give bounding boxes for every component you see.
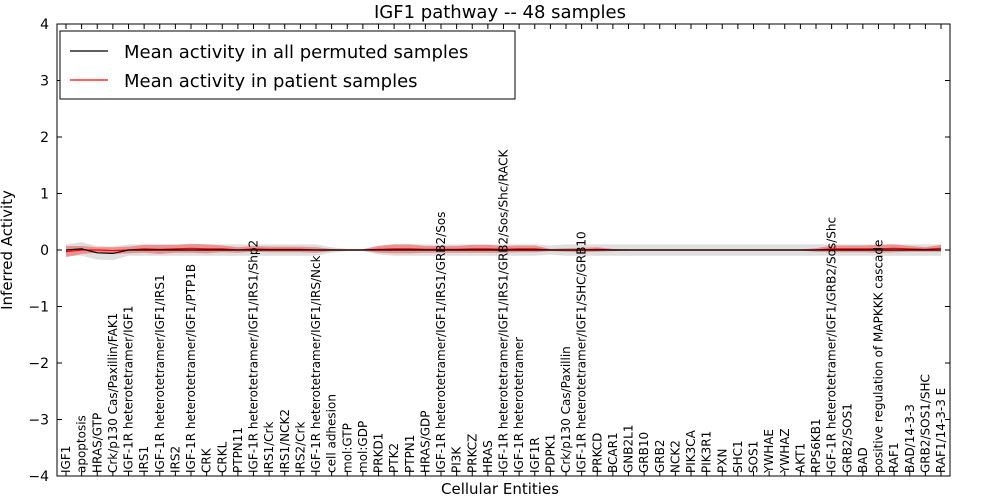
category-label: IRS2 bbox=[168, 446, 182, 473]
lines-layer bbox=[65, 247, 942, 255]
y-tick-label: −1 bbox=[28, 300, 49, 316]
legend-box bbox=[59, 30, 516, 100]
plot-frame bbox=[56, 23, 951, 477]
category-label: PIK3R1 bbox=[700, 431, 714, 473]
y-tick-label: 3 bbox=[40, 74, 49, 90]
y-tick-label: −4 bbox=[28, 469, 49, 485]
category-label: IRS2/Crk bbox=[293, 422, 307, 473]
x-ticks bbox=[65, 24, 942, 476]
legend-label-permuted: Mean activity in all permuted samples bbox=[124, 42, 468, 63]
category-label: PI3K bbox=[450, 446, 464, 473]
category-label: Crk/p130 Cas/Paxillin bbox=[559, 346, 573, 473]
category-label: CRK bbox=[200, 447, 214, 473]
category-label: positive regulation of MAPKKK cascade bbox=[872, 240, 886, 473]
line-series-0 bbox=[65, 248, 941, 255]
category-label: SHC1 bbox=[731, 440, 745, 473]
category-label: mol:GDP bbox=[356, 421, 370, 473]
band-series-0 bbox=[66, 242, 941, 261]
category-label: IGF-1R heterotetramer/IGF1/SHC/GRB10 bbox=[575, 231, 589, 473]
category-label: PRKD1 bbox=[372, 433, 386, 473]
category-label: RAF1/14-3-3 E bbox=[934, 388, 948, 473]
category-label: IGF-1R heterotetramer/IGF1/IRS1 bbox=[153, 274, 167, 473]
category-label: RAF1 bbox=[887, 442, 901, 473]
y-tick-label: −3 bbox=[28, 413, 49, 429]
category-label: YWHAE bbox=[762, 429, 776, 474]
category-label: PTPN11 bbox=[231, 427, 245, 473]
category-label: CRKL bbox=[215, 441, 229, 473]
category-label: IGF-1R heterotetramer/IGF1/IRS/Nck bbox=[309, 255, 323, 473]
category-label: AKT1 bbox=[793, 443, 807, 473]
legend-label-patient: Mean activity in patient samples bbox=[124, 71, 418, 92]
legend: Mean activity in all permuted samples Me… bbox=[59, 30, 516, 100]
category-label: BCAR1 bbox=[606, 432, 620, 473]
category-label: GRB2/SOS1/SHC bbox=[918, 374, 932, 473]
category-label: cell adhesion bbox=[325, 394, 339, 473]
category-label: GNB2L1 bbox=[622, 425, 636, 473]
y-axis-label: Inferred Activity bbox=[0, 190, 16, 310]
category-label: IGF-1R heterotetramer/IGF1/GRB2/Sos/Shc bbox=[825, 217, 839, 473]
category-label: PRKCD bbox=[590, 433, 604, 473]
category-label: Crk/p130 Cas/Paxillin/FAK1 bbox=[106, 313, 120, 473]
chart-title: IGF1 pathway -- 48 samples bbox=[374, 2, 626, 23]
category-label: RPS6KB1 bbox=[809, 418, 823, 473]
category-label: IRS1/Crk bbox=[262, 422, 276, 473]
category-label: GRB10 bbox=[637, 432, 651, 473]
category-label: HRAS bbox=[481, 440, 495, 473]
category-label: HRAS/GDP bbox=[418, 410, 432, 473]
category-label: PTK2 bbox=[387, 443, 401, 473]
category-label: IRS1/NCK2 bbox=[278, 409, 292, 473]
category-label: GRB2/SOS1 bbox=[840, 403, 854, 473]
y-tick-label: 1 bbox=[40, 187, 49, 203]
category-label: PTPN1 bbox=[403, 435, 417, 473]
category-label: PIK3CA bbox=[684, 429, 698, 473]
category-label: IGF-1R heterotetramer/IGF1 bbox=[122, 306, 136, 473]
category-label: IRS1 bbox=[137, 446, 151, 473]
x-axis-label: Cellular Entities bbox=[441, 480, 559, 498]
category-label: YWHAZ bbox=[778, 428, 792, 474]
category-label: PRKCZ bbox=[465, 434, 479, 473]
category-label: IGF1R bbox=[528, 437, 542, 473]
y-tick-label: 2 bbox=[40, 130, 49, 146]
category-label: apoptosis bbox=[75, 415, 89, 473]
category-label: BAD/14-3-3 bbox=[903, 404, 917, 473]
y-tick-label: 0 bbox=[40, 243, 49, 259]
category-label: HRAS/GTP bbox=[90, 413, 104, 473]
y-ticks: −4 −3 −2 −1 0 1 2 3 4 bbox=[28, 17, 950, 485]
category-label: PXN bbox=[715, 449, 729, 473]
category-label: mol:GTP bbox=[340, 423, 354, 473]
category-label: IGF1 bbox=[59, 446, 73, 473]
category-label: BAD bbox=[856, 447, 870, 473]
category-label: IGF-1R heterotetramer bbox=[512, 337, 526, 473]
category-label: IGF-1R heterotetramer/IGF1/IRS1/GRB2/Sos… bbox=[497, 148, 511, 473]
category-label: PDPK1 bbox=[543, 434, 557, 473]
category-label: IGF-1R heterotetramer/IGF1/IRS1/Shp2 bbox=[247, 240, 261, 473]
category-label: IGF-1R heterotetramer/IGF1/IRS1/GRB2/Sos bbox=[434, 212, 448, 473]
category-label: IGF-1R heterotetramer/IGF1/PTP1B bbox=[184, 264, 198, 473]
category-label: NCK2 bbox=[668, 440, 682, 473]
category-labels: IGF1 apoptosis HRAS/GTP Crk/p130 Cas/Paxill… bbox=[59, 148, 948, 474]
y-tick-label: −2 bbox=[28, 356, 49, 372]
category-label: GRB2 bbox=[653, 439, 667, 473]
category-label: SOS1 bbox=[747, 441, 761, 473]
y-tick-label: 4 bbox=[40, 17, 49, 33]
